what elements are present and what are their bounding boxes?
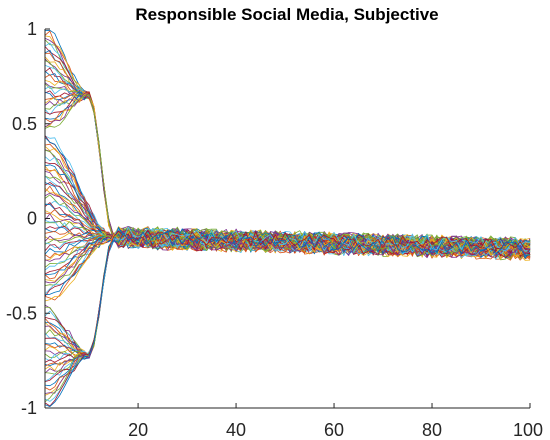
series-line	[44, 226, 531, 402]
series-line	[44, 39, 531, 253]
series-line	[44, 235, 531, 375]
x-tick-label: 80	[422, 420, 442, 440]
series-line	[44, 83, 531, 253]
series-line	[44, 234, 531, 362]
series-line	[44, 42, 531, 259]
series-line	[44, 56, 531, 256]
y-ticks: 1 0.5 0 -0.5 -1	[6, 19, 50, 418]
y-tick-label: 0	[27, 209, 37, 229]
series-line	[44, 230, 531, 408]
series-line	[44, 29, 531, 254]
series-line	[44, 233, 531, 382]
series-line	[44, 35, 531, 256]
y-tick-label: -0.5	[6, 303, 37, 323]
axes	[44, 29, 530, 409]
x-ticks: 20 40 60 80 100	[128, 403, 543, 440]
y-tick-label: 0.5	[12, 114, 37, 134]
series-line	[44, 70, 531, 254]
series-line	[44, 46, 531, 255]
series-line	[44, 230, 531, 407]
series-line	[44, 234, 531, 394]
x-tick-label: 40	[226, 420, 246, 440]
series-line	[44, 60, 531, 256]
series-line	[44, 30, 531, 254]
series-line	[44, 49, 531, 254]
x-tick-label: 20	[128, 420, 148, 440]
x-tick-label: 60	[324, 420, 344, 440]
series-line	[44, 37, 531, 255]
series-line	[44, 82, 531, 253]
x-tick-label: 100	[513, 420, 543, 440]
series-line	[44, 235, 531, 358]
y-tick-label: 1	[27, 19, 37, 39]
chart-title: Responsible Social Media, Subjective	[135, 5, 438, 24]
series-line	[44, 52, 531, 257]
y-tick-label: -1	[21, 398, 37, 418]
data-traces	[44, 29, 531, 408]
series-line	[44, 58, 531, 254]
series-line	[44, 64, 531, 257]
